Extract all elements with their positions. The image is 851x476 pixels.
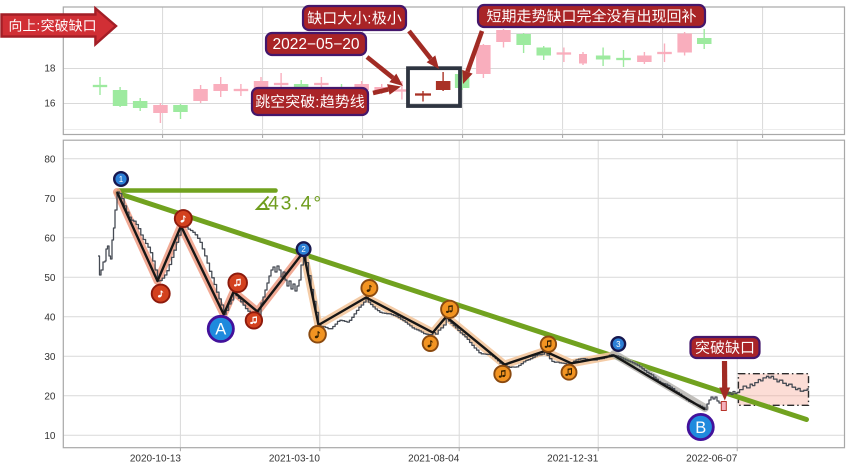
svg-text:B: B xyxy=(695,419,706,437)
svg-text:2022−05−20: 2022−05−20 xyxy=(272,36,359,53)
svg-text:2022-06-07: 2022-06-07 xyxy=(686,454,738,465)
svg-text:16: 16 xyxy=(44,99,56,110)
svg-text:80: 80 xyxy=(44,154,56,165)
svg-text:2021-08-04: 2021-08-04 xyxy=(408,454,460,465)
svg-text:70: 70 xyxy=(44,194,56,205)
svg-text:20: 20 xyxy=(44,391,56,402)
svg-text::: : xyxy=(36,18,40,34)
svg-text:2021-03-10: 2021-03-10 xyxy=(269,454,321,465)
svg-text:60: 60 xyxy=(44,233,56,244)
svg-text:1: 1 xyxy=(119,175,124,184)
svg-text:50: 50 xyxy=(44,273,56,284)
svg-text:2021-12-31: 2021-12-31 xyxy=(547,454,599,465)
svg-text:3: 3 xyxy=(616,340,621,349)
svg-text:43.4°: 43.4° xyxy=(268,193,323,215)
svg-text:A: A xyxy=(215,321,226,339)
svg-text::: : xyxy=(315,94,319,111)
svg-text:30: 30 xyxy=(44,352,56,363)
svg-text:10: 10 xyxy=(44,431,56,442)
svg-text:40: 40 xyxy=(44,312,56,323)
svg-text::: : xyxy=(367,10,371,27)
svg-text:18: 18 xyxy=(44,64,56,75)
svg-text:2020-10-13: 2020-10-13 xyxy=(130,454,182,465)
svg-text:2: 2 xyxy=(301,245,306,254)
